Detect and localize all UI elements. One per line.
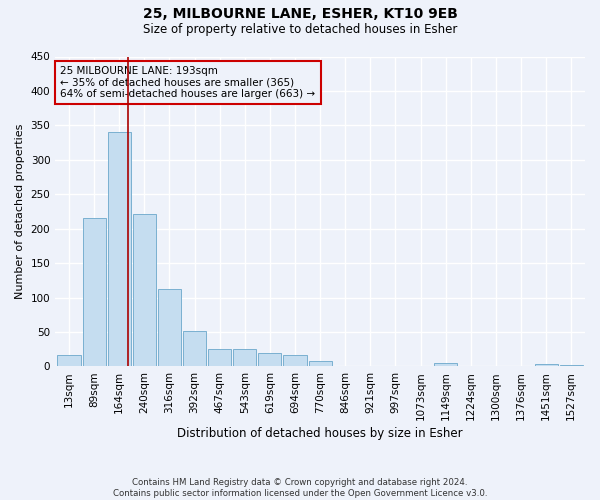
Bar (283, 354, 307, 366)
Bar (535, 364, 557, 366)
Text: 25, MILBOURNE LANE, ESHER, KT10 9EB: 25, MILBOURNE LANE, ESHER, KT10 9EB (143, 8, 457, 22)
Text: 25 MILBOURNE LANE: 193sqm
← 35% of detached houses are smaller (365)
64% of semi: 25 MILBOURNE LANE: 193sqm ← 35% of detac… (61, 66, 316, 99)
Bar (58, 354, 80, 366)
Y-axis label: Number of detached properties: Number of detached properties (15, 124, 25, 299)
Bar (259, 352, 281, 366)
Bar (308, 361, 332, 366)
X-axis label: Distribution of detached houses by size in Esher: Distribution of detached houses by size … (177, 427, 463, 440)
Bar (107, 132, 131, 366)
Bar (158, 288, 181, 366)
Bar (83, 218, 106, 366)
Bar (183, 330, 206, 366)
Text: Contains HM Land Registry data © Crown copyright and database right 2024.
Contai: Contains HM Land Registry data © Crown c… (113, 478, 487, 498)
Bar (208, 348, 231, 366)
Text: Size of property relative to detached houses in Esher: Size of property relative to detached ho… (143, 22, 457, 36)
Bar (233, 349, 256, 366)
Bar (560, 365, 583, 366)
Bar (133, 214, 156, 366)
Bar (434, 363, 457, 366)
